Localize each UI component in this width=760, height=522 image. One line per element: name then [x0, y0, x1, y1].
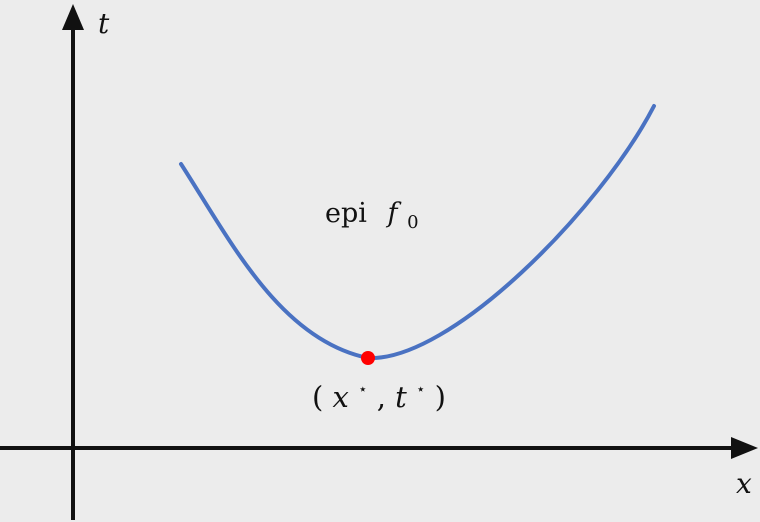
vertical-axis-label: t: [98, 7, 110, 40]
epigraph-label: epi f 0: [325, 198, 419, 233]
horizontal-axis-label: x: [736, 467, 752, 500]
point-comma: ,: [377, 380, 386, 414]
vertical-axis-arrowhead: [62, 4, 84, 30]
point-close-paren: ): [435, 380, 446, 414]
epigraph-subscript: 0: [407, 212, 418, 233]
point-x-star: ⋆: [358, 380, 367, 398]
optimal-point-marker: [361, 351, 375, 365]
point-t-star: ⋆: [416, 380, 425, 398]
optimal-point-label: ( x ⋆ , t ⋆ ): [312, 367, 446, 414]
epigraph-word: epi: [325, 198, 367, 229]
horizontal-axis-arrowhead: [731, 437, 758, 459]
point-x-symbol: x: [333, 380, 349, 414]
point-t-symbol: t: [395, 380, 407, 414]
epigraph-function-letter: f: [386, 198, 402, 229]
point-open-paren: (: [312, 380, 323, 414]
